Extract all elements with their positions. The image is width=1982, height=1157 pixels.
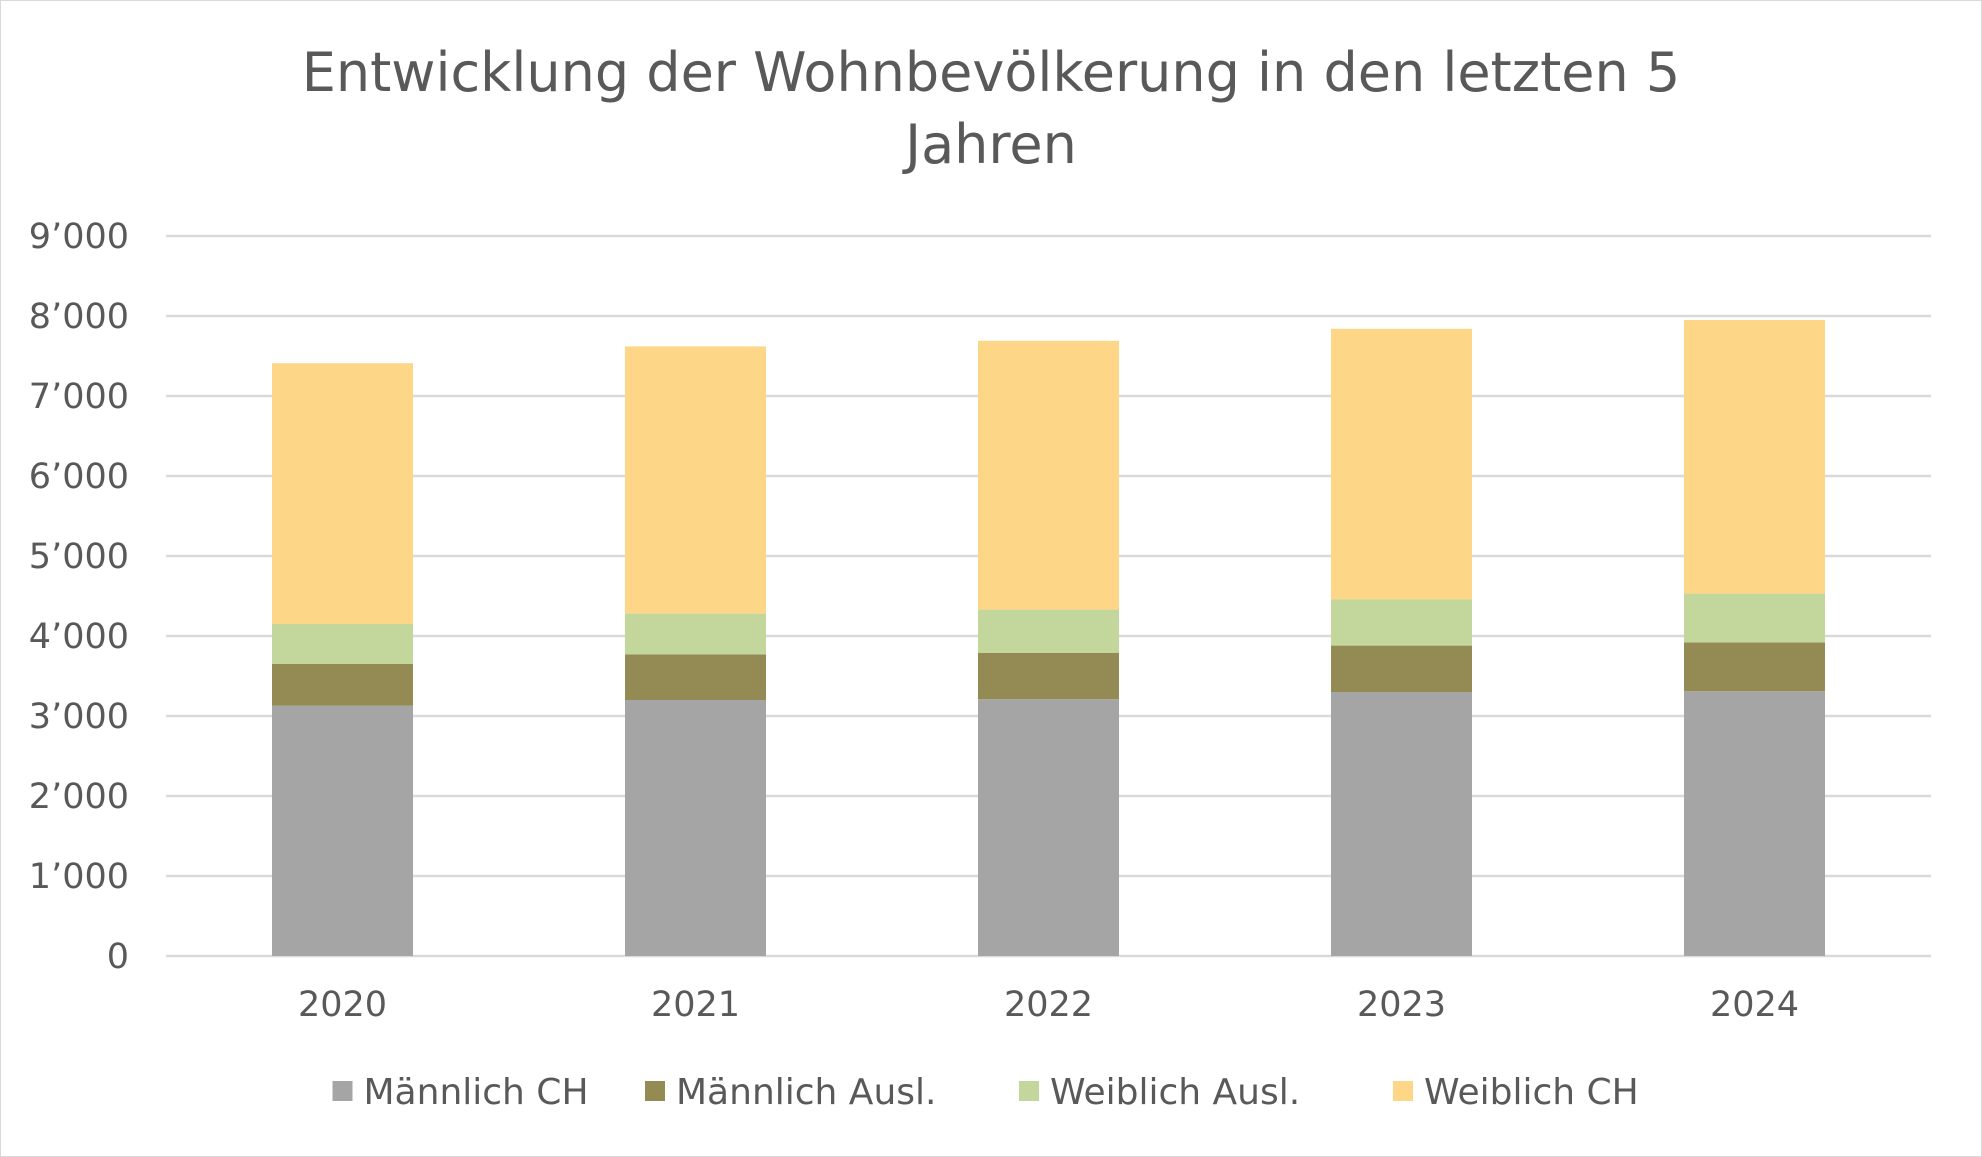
y-tick-label: 9’000 <box>29 217 129 257</box>
bar-2024-series-1 <box>1684 642 1825 692</box>
x-tick-label: 2024 <box>1710 985 1799 1025</box>
y-tick-label: 8’000 <box>29 297 129 337</box>
legend-label-3: Weiblich CH <box>1424 1072 1639 1113</box>
y-tick-label: 2’000 <box>29 777 129 817</box>
legend-label-0: Männlich CH <box>364 1072 589 1113</box>
legend-label-1: Männlich Ausl. <box>676 1072 936 1113</box>
bar-2022-series-1 <box>978 652 1119 700</box>
bar-2020-series-0 <box>272 705 413 956</box>
bar-2023-series-2 <box>1331 599 1472 646</box>
chart-title-line-1: Entwicklung der Wohnbevölkerung in den l… <box>302 41 1680 104</box>
legend-swatch-2 <box>1019 1081 1039 1101</box>
legend-label-2: Weiblich Ausl. <box>1050 1072 1300 1113</box>
x-tick-label: 2023 <box>1357 985 1446 1025</box>
y-axis-tick-labels: 0 1’000 2’000 3’000 4’000 5’000 6’000 7’000 8’00… <box>29 217 129 977</box>
bar-2023-series-0 <box>1331 692 1472 956</box>
bar-segments <box>272 320 1825 956</box>
bar-2021-series-2 <box>625 613 766 655</box>
legend: Männlich CH Männlich Ausl. Weiblich Ausl. W… <box>332 1072 1639 1113</box>
bar-2022-series-3 <box>978 340 1119 610</box>
y-tick-label: 6’000 <box>29 457 129 497</box>
y-tick-label: 7’000 <box>29 377 129 417</box>
bar-2021-series-0 <box>625 700 766 956</box>
chart-title: Entwicklung der Wohnbevölkerung in den l… <box>302 41 1680 176</box>
x-tick-label: 2020 <box>298 985 387 1025</box>
bar-2021-series-1 <box>625 654 766 700</box>
x-axis-tick-labels: 2020 2021 2022 2023 2024 <box>298 985 1799 1025</box>
bar-2021-series-3 <box>625 346 766 614</box>
bar-2023-series-3 <box>1331 328 1472 600</box>
chart-title-line-2: Jahren <box>902 113 1077 176</box>
bar-2020-series-1 <box>272 664 413 706</box>
y-tick-label: 5’000 <box>29 537 129 577</box>
bar-2023-series-1 <box>1331 645 1472 692</box>
bar-2022-series-2 <box>978 609 1119 653</box>
bar-2024-series-3 <box>1684 320 1825 594</box>
x-tick-label: 2021 <box>651 985 740 1025</box>
y-tick-label: 0 <box>107 937 129 977</box>
x-tick-label: 2022 <box>1004 985 1093 1025</box>
bar-2024-series-2 <box>1684 593 1825 643</box>
bar-2022-series-0 <box>978 699 1119 956</box>
legend-swatch-0 <box>332 1081 353 1101</box>
legend-swatch-3 <box>1393 1081 1413 1101</box>
y-tick-label: 1’000 <box>29 857 129 897</box>
bar-2024-series-0 <box>1684 691 1825 956</box>
bar-2020-series-2 <box>272 624 413 664</box>
y-tick-label: 4’000 <box>29 617 129 657</box>
y-tick-label: 3’000 <box>29 697 129 737</box>
legend-swatch-1 <box>645 1081 665 1101</box>
bar-2020-series-3 <box>272 363 413 624</box>
